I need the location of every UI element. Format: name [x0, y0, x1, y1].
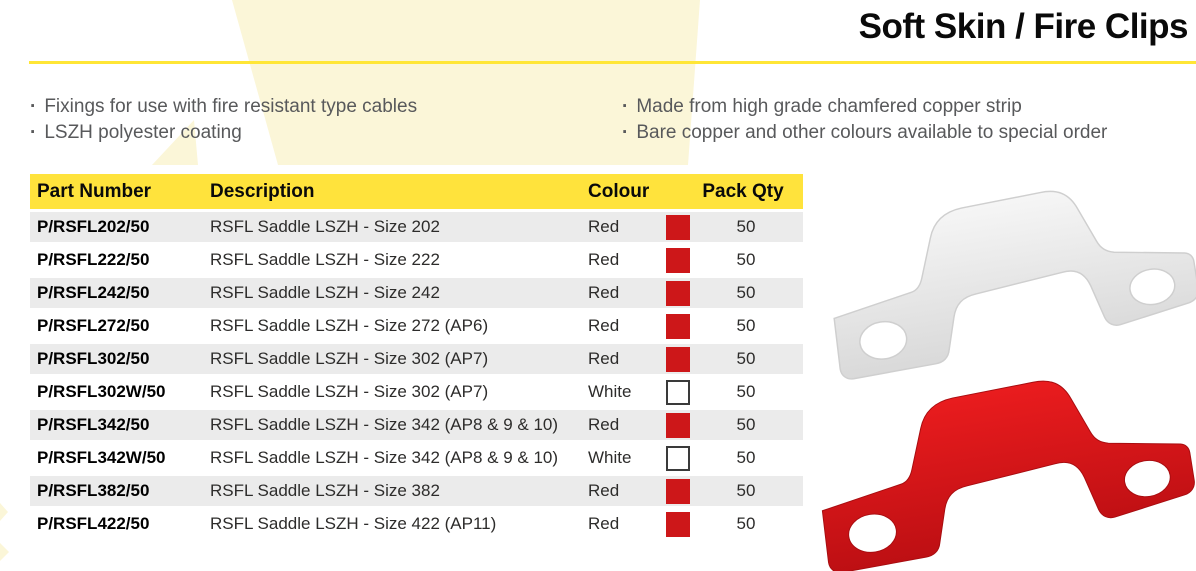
colour-swatch — [666, 247, 690, 273]
description-cell: RSFL Saddle LSZH - Size 272 (AP6) — [210, 316, 489, 335]
table-row: P/RSFL202/50 RSFL Saddle LSZH - Size 202 R… — [30, 212, 803, 242]
part-number-cell: P/RSFL422/50 — [37, 514, 150, 533]
watermark-edge-sliver — [0, 543, 9, 561]
colour-swatch-cell — [666, 445, 706, 471]
part-number-cell: P/RSFL242/50 — [37, 283, 150, 302]
part-number-cell: P/RSFL272/50 — [37, 316, 150, 335]
colour-swatch-cell — [666, 379, 706, 405]
colour-cell: Red — [588, 250, 620, 269]
pack-qty-cell: 50 — [736, 415, 756, 434]
feature-item: · LSZH polyester coating — [30, 120, 417, 146]
colour-swatch — [666, 214, 690, 240]
colour-cell: Red — [588, 415, 620, 434]
description-cell: RSFL Saddle LSZH - Size 302 (AP7) — [210, 382, 489, 401]
description-cell: RSFL Saddle LSZH - Size 342 (AP8 & 9 & 1… — [210, 415, 559, 434]
colour-cell: Red — [588, 316, 620, 335]
colour-swatch — [666, 445, 690, 471]
feature-text: Bare copper and other colours available … — [636, 122, 1108, 143]
table-row: P/RSFL342/50 RSFL Saddle LSZH - Size 342 … — [30, 410, 803, 440]
bullet-dot: · — [622, 96, 629, 117]
colour-cell: White — [588, 382, 632, 401]
pack-qty-cell: 50 — [736, 283, 756, 302]
pack-qty-cell: 50 — [736, 316, 756, 335]
colour-swatch-cell — [666, 280, 706, 306]
features-right: · Made from high grade chamfered copper s… — [622, 94, 1107, 146]
table-row: P/RSFL382/50 RSFL Saddle LSZH - Size 382 R… — [30, 476, 803, 506]
colour-swatch — [666, 346, 690, 372]
table-row: P/RSFL272/50 RSFL Saddle LSZH - Size 272 … — [30, 311, 803, 341]
column-header-part-number: Part Number — [37, 180, 152, 202]
part-number-cell: P/RSFL342/50 — [37, 415, 150, 434]
table-row: P/RSFL422/50 RSFL Saddle LSZH - Size 422 … — [30, 509, 803, 539]
colour-cell: White — [588, 448, 632, 467]
bullet-dot: · — [30, 96, 37, 117]
table-row: P/RSFL302/50 RSFL Saddle LSZH - Size 302 … — [30, 344, 803, 374]
pack-qty-cell: 50 — [736, 481, 756, 500]
watermark-edge-sliver — [0, 503, 8, 521]
part-number-cell: P/RSFL302W/50 — [37, 382, 166, 401]
red-saddle-clip-image — [805, 359, 1196, 571]
pack-qty-cell: 50 — [736, 349, 756, 368]
colour-swatch-cell — [666, 247, 706, 273]
part-number-cell: P/RSFL222/50 — [37, 250, 150, 269]
table-row: P/RSFL342W/50 RSFL Saddle LSZH - Size 342… — [30, 443, 803, 473]
feature-item: · Bare copper and other colours available… — [622, 120, 1107, 146]
table-row: P/RSFL222/50 RSFL Saddle LSZH - Size 222 R… — [30, 245, 803, 275]
feature-item: · Made from high grade chamfered copper s… — [622, 94, 1107, 120]
part-number-cell: P/RSFL382/50 — [37, 481, 150, 500]
colour-cell: Red — [588, 349, 620, 368]
pack-qty-cell: 50 — [736, 217, 756, 236]
colour-swatch — [666, 280, 690, 306]
part-number-cell: P/RSFL202/50 — [37, 217, 150, 236]
watermark-shape — [232, 0, 700, 165]
column-header-pack-qty: Pack Qty — [702, 180, 784, 202]
pack-qty-cell: 50 — [736, 382, 756, 401]
yellow-divider-rule — [29, 61, 1196, 64]
colour-swatch-cell — [666, 412, 706, 438]
feature-text: Fixings for use with fire resistant type… — [44, 96, 418, 117]
parts-table: Part Number Description Colour Pack Qty … — [30, 174, 803, 542]
table-header-row: Part Number Description Colour Pack Qty — [30, 174, 803, 209]
bullet-dot: · — [622, 122, 629, 143]
feature-item: · Fixings for use with fire resistant typ… — [30, 94, 417, 120]
features-left: · Fixings for use with fire resistant typ… — [30, 94, 417, 146]
colour-swatch-cell — [666, 478, 706, 504]
colour-cell: Red — [588, 481, 620, 500]
pack-qty-cell: 50 — [736, 514, 756, 533]
description-cell: RSFL Saddle LSZH - Size 202 — [210, 217, 440, 236]
colour-cell: Red — [588, 283, 620, 302]
colour-swatch-cell — [666, 214, 706, 240]
description-cell: RSFL Saddle LSZH - Size 302 (AP7) — [210, 349, 489, 368]
description-cell: RSFL Saddle LSZH - Size 422 (AP11) — [210, 514, 497, 533]
colour-swatch — [666, 313, 690, 339]
colour-swatch — [666, 379, 690, 405]
bullet-dot: · — [30, 122, 37, 143]
colour-swatch — [666, 478, 690, 504]
colour-swatch-cell — [666, 511, 706, 537]
pack-qty-cell: 50 — [736, 448, 756, 467]
part-number-cell: P/RSFL302/50 — [37, 349, 150, 368]
table-body: P/RSFL202/50 RSFL Saddle LSZH - Size 202 R… — [30, 212, 803, 539]
description-cell: RSFL Saddle LSZH - Size 342 (AP8 & 9 & 1… — [210, 448, 559, 467]
page-title: Soft Skin / Fire Clips — [858, 7, 1189, 46]
column-header-colour: Colour — [588, 180, 650, 202]
description-cell: RSFL Saddle LSZH - Size 242 — [210, 283, 440, 302]
feature-text: Made from high grade chamfered copper st… — [636, 96, 1022, 117]
white-saddle-clip-image — [817, 169, 1196, 382]
feature-text: LSZH polyester coating — [44, 122, 242, 143]
description-cell: RSFL Saddle LSZH - Size 222 — [210, 250, 440, 269]
colour-swatch-cell — [666, 346, 706, 372]
colour-swatch-cell — [666, 313, 706, 339]
colour-swatch — [666, 511, 690, 537]
table-row: P/RSFL242/50 RSFL Saddle LSZH - Size 242 R… — [30, 278, 803, 308]
column-header-description: Description — [210, 180, 315, 202]
pack-qty-cell: 50 — [736, 250, 756, 269]
colour-cell: Red — [588, 217, 620, 236]
colour-cell: Red — [588, 514, 620, 533]
table-row: P/RSFL302W/50 RSFL Saddle LSZH - Size 302… — [30, 377, 803, 407]
colour-swatch — [666, 412, 690, 438]
description-cell: RSFL Saddle LSZH - Size 382 — [210, 481, 440, 500]
part-number-cell: P/RSFL342W/50 — [37, 448, 166, 467]
